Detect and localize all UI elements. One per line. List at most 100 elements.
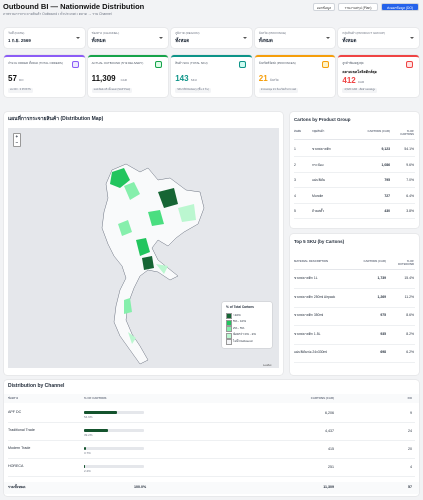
- province: [142, 256, 154, 270]
- filter[interactable]: วันที่ (DATE) 1 ก.ย. 2569: [4, 28, 85, 48]
- table-cell: ขวดพลาสติก 1.5L: [294, 331, 321, 336]
- header-rule: [294, 269, 415, 270]
- filter-value: ทั้งหมด: [91, 38, 106, 43]
- zoom-in[interactable]: +: [15, 134, 19, 139]
- province: [110, 168, 130, 188]
- header-button[interactable]: ออกข้อมูล: [313, 3, 335, 11]
- channel-name: Modern Trade: [8, 446, 31, 450]
- legend-swatch: [226, 332, 232, 339]
- do-count: 4: [410, 465, 412, 469]
- legend-label: 2% - 5%: [233, 325, 245, 330]
- column-header: CARTONS (CAR): [310, 396, 334, 400]
- province: [148, 210, 164, 226]
- column-header: MATERIAL DESCRIPTION: [294, 259, 329, 263]
- kpi-unit: CAR: [120, 78, 127, 82]
- table-cell: 5: [294, 209, 296, 213]
- table-cell: 1,269: [377, 294, 387, 299]
- kpi-card: จำนวน ORDER ทั้งหมด (TOTAL ORDERS) 57 DO ส่…: [4, 55, 85, 97]
- table-cell: 975: [380, 313, 386, 317]
- header-rule: [294, 139, 415, 140]
- table-cell: ขวดพลาสติก 350ml: [294, 313, 324, 317]
- table-cell: 6.2%: [406, 350, 414, 354]
- header-button[interactable]: รายงานสรุป (Plan): [338, 3, 378, 11]
- kpi-value: 21: [258, 74, 268, 83]
- channel-name: HORECA: [8, 464, 24, 468]
- table-cell: 3: [294, 178, 296, 182]
- filter[interactable]: ช่องทาง (CHANNEL) ทั้งหมด: [87, 28, 169, 48]
- table-cell: 1: [294, 147, 296, 151]
- kpi-value: 412: [342, 76, 356, 85]
- column-header: CARTONS (CAR): [367, 129, 390, 133]
- column-header: CARTONS (CAR): [363, 259, 386, 263]
- province: [156, 264, 168, 274]
- kpi-unit: จังหวัด: [269, 78, 279, 82]
- kpi-label: ACTUAL OUTBOUND (ขาย DELIVERY): [91, 61, 144, 65]
- dropdown-arrow: [409, 37, 414, 39]
- header-button[interactable]: ส่งออกข้อมูล (DO): [381, 3, 419, 11]
- kpi-unit: SKU: [190, 78, 197, 82]
- table-cell: 935: [380, 331, 386, 336]
- table-cell: 6.4%: [406, 193, 414, 198]
- channel-name: Traditional Trade: [8, 428, 35, 432]
- bar: [84, 465, 86, 468]
- total-band: [4, 482, 419, 494]
- filter-label: กลุ่มสินค้า (PRODUCT GROUP): [342, 31, 386, 35]
- panel-title: Cartons by Product Group: [294, 117, 351, 122]
- table-cell: 1,739: [377, 276, 387, 280]
- table-cell: 15.4%: [404, 276, 414, 280]
- kpi-label: สินค้า SKU (TOTAL SKU): [175, 61, 208, 65]
- legend-label: 5% - 10%: [233, 319, 247, 323]
- table-cell: 698: [380, 350, 386, 354]
- cartons: 415: [328, 447, 334, 451]
- kpi-icon: [238, 61, 246, 68]
- kpi-note: ครอบคลุม 21 จังหวัดทั่วประเทศ: [258, 88, 298, 94]
- bar-track: [84, 429, 144, 432]
- table-cell: ขวดพลาสติก: [312, 147, 331, 151]
- table-cell: 3.8%: [406, 209, 414, 213]
- table-cell: 8.6%: [406, 313, 414, 317]
- channel-panel: Distribution by Channel ช่องทาง % OF CARTO…: [4, 380, 419, 496]
- filter[interactable]: กลุ่มสินค้า (PRODUCT GROUP) ทั้งหมด: [338, 28, 419, 48]
- page-subtitle: ภาพรวมการกระจายสินค้า Outbound • ทั่วประ…: [3, 12, 112, 16]
- dropdown-arrow: [75, 37, 80, 39]
- map-legend: % of Total Cartons >10% 5% - 10% 2% - 5% น้อ…: [222, 302, 272, 348]
- column-header: ช่องทาง: [8, 396, 19, 400]
- kpi-sub: ตลาดเขตโลจิสติกส์สุด: [342, 70, 377, 74]
- do-count: 24: [408, 429, 412, 433]
- filter[interactable]: ภูมิภาค (REGION) ทั้งหมด: [171, 28, 252, 48]
- product-group-panel: Cartons by Product Group อันดับ กลุ่มสินค้…: [290, 112, 419, 228]
- filter-label: ช่องทาง (CHANNEL): [91, 31, 120, 35]
- header-band: [4, 394, 419, 403]
- kpi-note: ยอดจัดส่งจริงทั้งหมด (SAP Post): [91, 88, 133, 94]
- filter-label: จังหวัด (PROVINCE): [258, 31, 287, 35]
- zoom-out[interactable]: −: [15, 140, 19, 145]
- table-cell: 11.2%: [404, 294, 414, 299]
- kpi-card: สินค้า SKU (TOTAL SKU) 143 SKU SKU ที่มี De…: [171, 55, 252, 97]
- cartons: 4,437: [325, 429, 334, 433]
- channel-name: APF DC: [8, 410, 22, 414]
- filter[interactable]: จังหวัด (PROVINCE) ทั้งหมด: [254, 28, 336, 48]
- column-header: % OF CARTONS: [84, 396, 107, 400]
- table-cell: กระป๋อง: [312, 162, 324, 167]
- kpi-note: ส่ง DO · 0 POSTS: [8, 88, 33, 94]
- table-cell: 9.6%: [406, 162, 414, 167]
- filter-value: ทั้งหมด: [175, 38, 190, 43]
- total-cell: 11,309: [323, 485, 334, 489]
- zoom-control: + −: [13, 133, 21, 147]
- bar-label: 39.2%: [84, 432, 93, 437]
- dropdown-arrow: [242, 37, 247, 39]
- filter-value: ทั้งหมด: [342, 38, 357, 43]
- table-cell: Mundie: [312, 193, 324, 198]
- table-cell: 1,086: [381, 162, 391, 167]
- filter-label: วันที่ (DATE): [8, 31, 25, 35]
- top-sku-panel: Top 5 SKU (by Cartons) MATERIAL DESCRIPTI…: [290, 234, 419, 375]
- province: [124, 182, 140, 200]
- legend-title: % of Total Cartons: [226, 305, 254, 309]
- kpi-label: จำนวน ORDER ทั้งหมด (TOTAL ORDERS): [8, 61, 63, 65]
- filter-label: ภูมิภาค (REGION): [175, 31, 200, 35]
- dropdown-arrow: [159, 37, 164, 39]
- cartons: 251: [328, 465, 334, 469]
- bar-track: [84, 447, 144, 450]
